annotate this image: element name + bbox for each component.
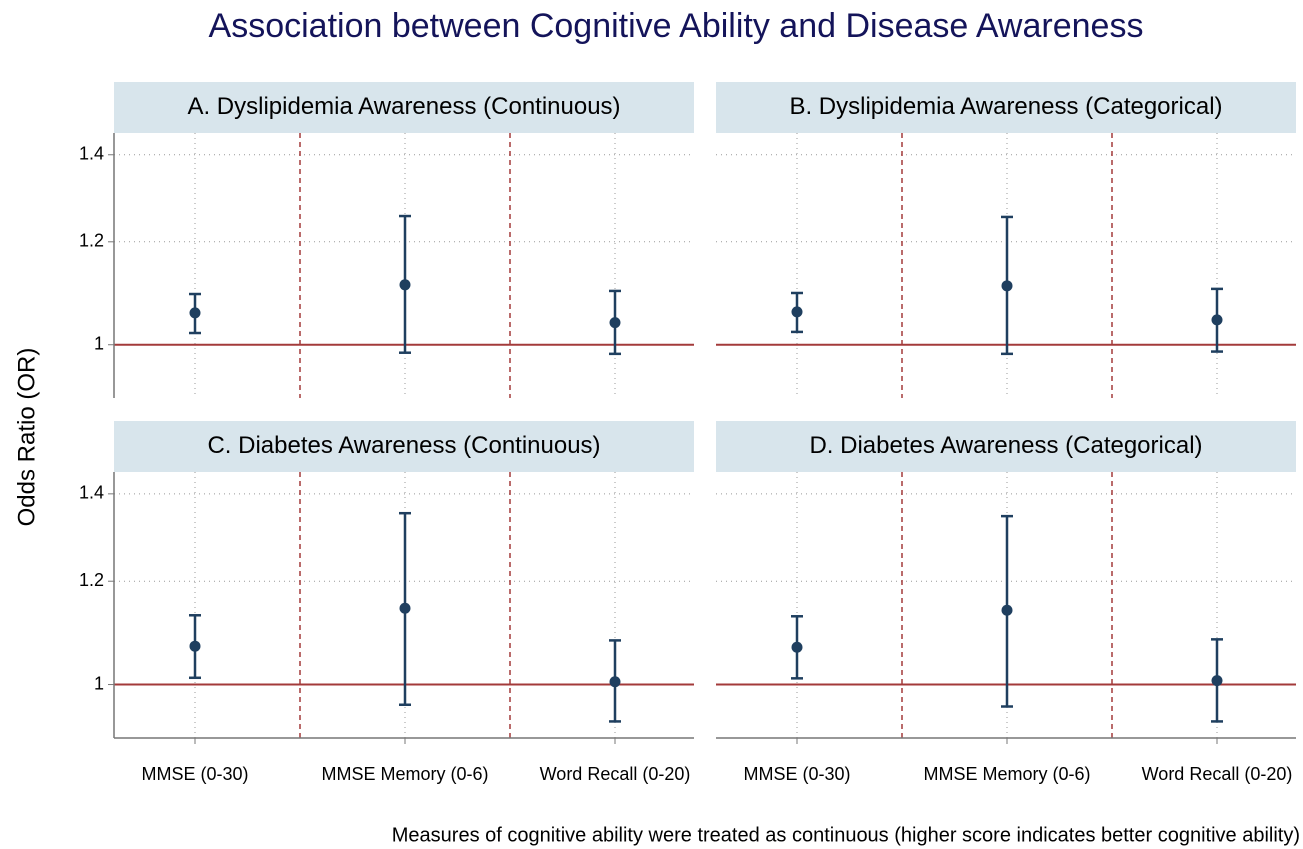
- x-tick-label: Word Recall (0-20): [540, 764, 691, 784]
- panel-title: C. Diabetes Awareness (Continuous): [207, 432, 600, 459]
- y-tick-label: 1.2: [79, 231, 104, 251]
- y-tick-label: 1.4: [79, 483, 104, 503]
- panel-title: B. Dyslipidemia Awareness (Categorical): [789, 93, 1222, 120]
- x-tick-label: MMSE Memory (0-6): [923, 764, 1090, 784]
- x-tick-label: MMSE (0-30): [743, 764, 850, 784]
- y-axis-label: Odds Ratio (OR): [13, 348, 40, 527]
- panel-header: [716, 421, 1296, 472]
- point: [399, 602, 411, 614]
- point: [399, 279, 411, 291]
- y-tick-label: 1: [94, 333, 104, 353]
- panel-title: A. Dyslipidemia Awareness (Continuous): [187, 93, 620, 120]
- point: [1211, 314, 1223, 326]
- point: [1211, 675, 1223, 687]
- point: [791, 641, 803, 653]
- point: [609, 676, 621, 688]
- x-tick-label: Word Recall (0-20): [1142, 764, 1293, 784]
- panel-title: D. Diabetes Awareness (Categorical): [809, 432, 1202, 459]
- point: [189, 307, 201, 319]
- panel-header: [114, 421, 694, 472]
- y-tick-label: 1.4: [79, 144, 104, 164]
- point: [189, 640, 201, 652]
- point: [1001, 604, 1013, 616]
- point: [609, 317, 621, 329]
- x-tick-label: MMSE Memory (0-6): [321, 764, 488, 784]
- y-tick-label: 1: [94, 673, 104, 693]
- point: [1001, 280, 1013, 292]
- chart-title: Association between Cognitive Ability an…: [209, 7, 1144, 45]
- x-tick-label: MMSE (0-30): [141, 764, 248, 784]
- y-tick-label: 1.2: [79, 570, 104, 590]
- panel-header: [114, 82, 694, 133]
- footnote: Measures of cognitive ability were treat…: [392, 824, 1300, 846]
- point: [791, 306, 803, 318]
- panel-header: [716, 82, 1296, 133]
